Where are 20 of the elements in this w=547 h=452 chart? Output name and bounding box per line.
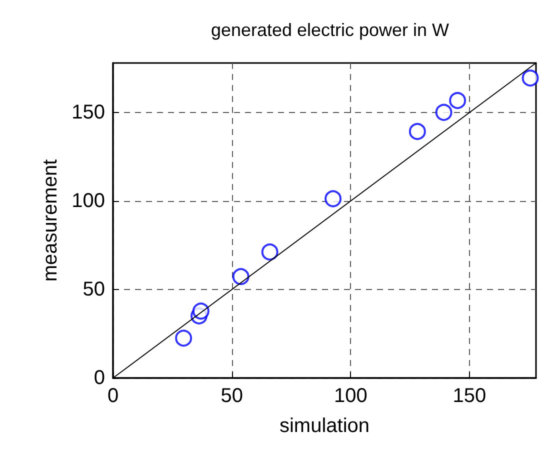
x-tick-label: 50 xyxy=(220,385,243,407)
point xyxy=(261,244,278,260)
point xyxy=(192,302,210,320)
point xyxy=(232,268,250,286)
y-tick-label: 100 xyxy=(72,190,105,212)
y-tick-label: 150 xyxy=(72,102,105,124)
x-tick-label: 150 xyxy=(452,385,486,407)
x-tick-label: 100 xyxy=(334,385,368,407)
point xyxy=(408,122,426,140)
point xyxy=(324,190,342,208)
point xyxy=(449,92,466,110)
chart-title: generated electric power in W xyxy=(210,20,450,40)
x-tick-label: 0 xyxy=(107,385,119,407)
point xyxy=(522,70,539,87)
y-tick-label: 0 xyxy=(94,367,105,389)
y-tick-label: 50 xyxy=(82,278,105,301)
x-axis-title: simulation xyxy=(279,415,370,437)
point xyxy=(175,330,192,347)
y-axis-title: measurement xyxy=(40,158,62,282)
point xyxy=(435,104,452,121)
